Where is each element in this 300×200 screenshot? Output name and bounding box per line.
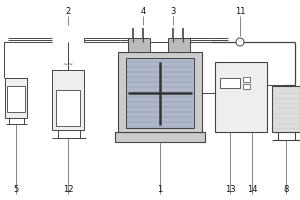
Text: 1: 1 <box>158 184 163 194</box>
Text: $\sim\!\!\sim$: $\sim\!\!\sim$ <box>61 61 75 66</box>
Bar <box>128 38 150 52</box>
Text: 4: 4 <box>140 6 146 16</box>
Circle shape <box>236 38 244 46</box>
Text: 8: 8 <box>283 184 289 194</box>
Bar <box>215 62 267 132</box>
Bar <box>168 38 190 52</box>
Text: 14: 14 <box>247 184 257 194</box>
Bar <box>243 84 250 89</box>
Bar <box>7 86 25 112</box>
Bar <box>115 132 205 142</box>
Text: 3: 3 <box>170 6 176 16</box>
Bar <box>272 86 300 132</box>
Text: 2: 2 <box>65 6 70 16</box>
Bar <box>126 58 194 128</box>
Bar <box>52 70 84 130</box>
Text: 11: 11 <box>235 6 245 16</box>
Bar <box>220 78 240 88</box>
Bar <box>5 78 27 118</box>
Bar <box>118 52 202 132</box>
Text: 13: 13 <box>225 184 235 194</box>
Text: 5: 5 <box>14 184 19 194</box>
Bar <box>243 77 250 82</box>
Text: 12: 12 <box>63 184 73 194</box>
Bar <box>56 90 80 126</box>
